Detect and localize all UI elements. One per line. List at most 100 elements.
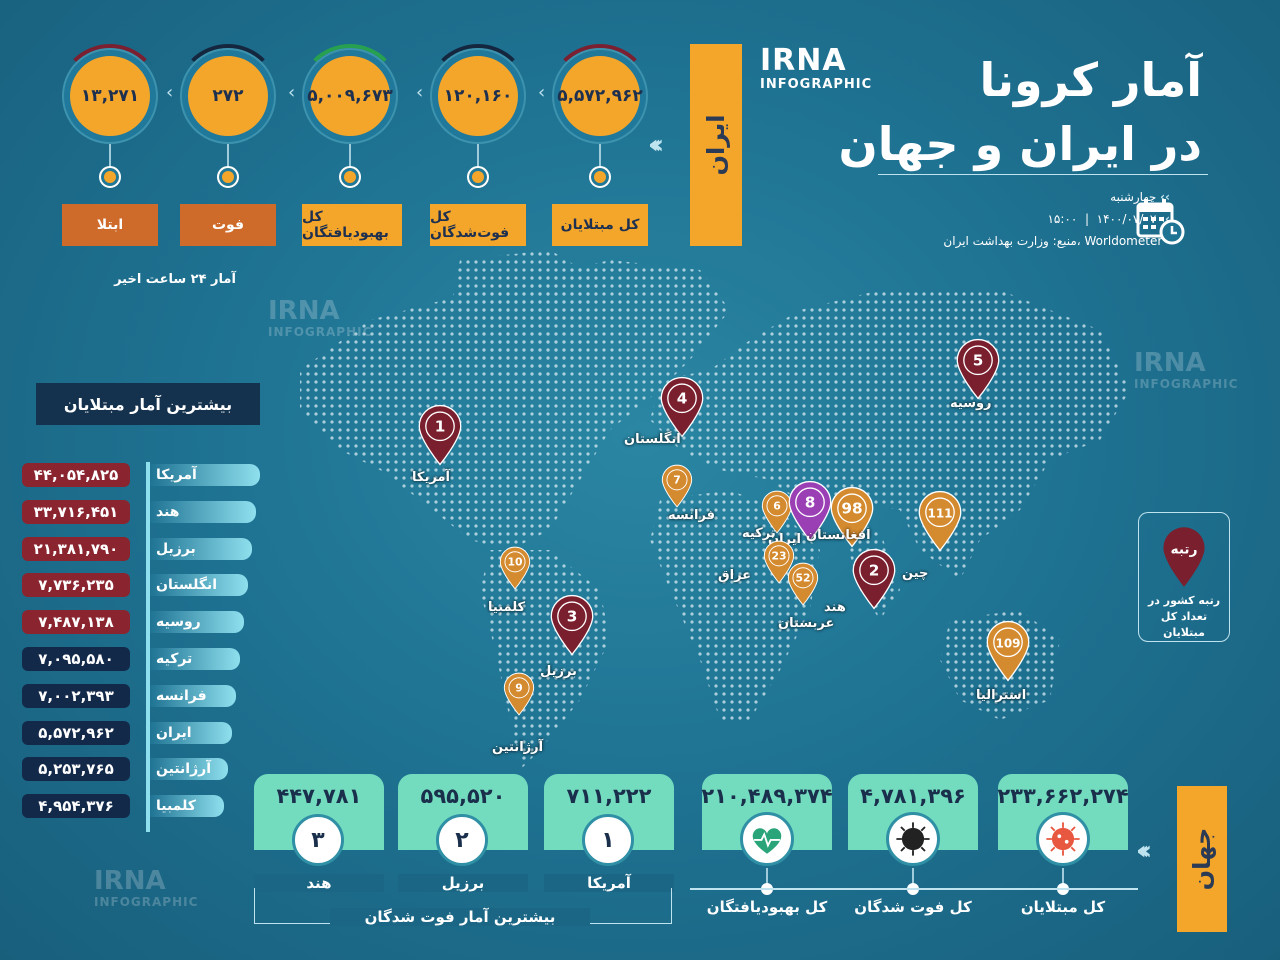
- death-rank-circle: ۲: [436, 814, 488, 866]
- map-pin-icon: 98: [830, 486, 874, 548]
- list-country: هند: [150, 500, 256, 523]
- map-pin-label: عراق: [718, 568, 752, 583]
- heartbeat-icon: [740, 812, 794, 866]
- list-country: روسیه: [150, 611, 244, 634]
- iran-stat-label: ابتلا: [62, 204, 158, 246]
- map-pin-label: عربستان: [778, 616, 835, 631]
- rank-legend: رتبه رتبه کشور در تعداد کل مبتلایان: [1138, 512, 1230, 642]
- iran-stat-label: کل مبتلایان: [552, 204, 648, 246]
- map-pin-icon: 5: [956, 338, 1000, 400]
- death-rank-circle: ۳: [292, 814, 344, 866]
- list-value: ۷,۷۳۶,۲۳۵: [22, 573, 130, 598]
- death-country: هند: [254, 874, 384, 892]
- world-stat-label: کل مبتلایان: [1020, 898, 1106, 916]
- stat-stem: [349, 144, 351, 174]
- map-pin-icon: 111: [918, 490, 962, 552]
- world-stat-label: کل بهبودیافتگان: [706, 898, 828, 916]
- list-country: فرانسه: [150, 684, 236, 707]
- svg-text:8: 8: [805, 494, 816, 512]
- death-rank-circle: ۱: [582, 814, 634, 866]
- title-divider: [878, 174, 1208, 175]
- iran-section-label: ایران: [690, 44, 742, 246]
- iran-note: آمار ۲۴ ساعت اخیر: [114, 272, 236, 287]
- list-value: ۵,۲۵۳,۷۶۵: [22, 757, 130, 782]
- list-divider: [146, 462, 150, 832]
- legend-pin-icon: رتبه: [1163, 527, 1205, 587]
- iran-stat-label: فوت: [180, 204, 276, 246]
- iran-stat-circle: ۱۳,۲۷۱: [64, 50, 156, 142]
- stat-arc: [298, 44, 402, 148]
- list-value: ۵,۵۷۲,۹۶۲: [22, 720, 130, 745]
- map-pin-label: کلمبیا: [488, 600, 526, 615]
- map-pin-label: آمریکا: [412, 470, 450, 485]
- svg-text:7: 7: [673, 474, 681, 487]
- map-pin-icon: 2: [852, 548, 896, 610]
- page-title: آمار کرونا در ایران و جهان: [838, 53, 1202, 171]
- svg-text:2: 2: [869, 562, 880, 580]
- map-pin-icon: 109: [986, 620, 1030, 682]
- map-pin-label: چین: [902, 566, 929, 581]
- death-country: آمریکا: [544, 874, 674, 892]
- stat-stem: [227, 144, 229, 174]
- list-country: ترکیه: [150, 648, 240, 670]
- iran-stat-label: کل بهبودیافتگان: [302, 204, 402, 246]
- svg-text:23: 23: [771, 550, 786, 563]
- map-pin-label: فرانسه: [668, 508, 716, 523]
- list-value: ۲۱,۳۸۱,۷۹۰: [22, 536, 130, 561]
- stat-stem: [912, 868, 914, 888]
- svg-text:3: 3: [567, 608, 578, 626]
- watermark-logo: IRNA INFOGRAPHIC: [268, 296, 373, 339]
- list-value: ۴,۹۵۴,۳۷۶: [22, 794, 130, 819]
- iran-stat-circle: ۵,۰۰۹,۶۷۳: [304, 50, 396, 142]
- legend-desc: رتبه کشور در تعداد کل مبتلایان: [1147, 594, 1221, 639]
- info-source: منبع: وزارت بهداشت ایران، Worldometer ‹‹: [943, 234, 1172, 248]
- map-pin-label: برزیل: [540, 664, 577, 679]
- watermark-logo: IRNA INFOGRAPHIC: [1134, 348, 1239, 391]
- map-pin-label: استرالیا: [976, 688, 1027, 703]
- list-value: ۳۳,۷۱۶,۴۵۱: [22, 499, 130, 524]
- svg-text:1: 1: [435, 418, 446, 436]
- stat-arc: [426, 44, 530, 148]
- iran-stat-circle: ۵,۵۷۲,۹۶۲: [554, 50, 646, 142]
- list-country: آرژانتین: [150, 758, 228, 781]
- map-pin-label: هند: [824, 600, 846, 615]
- list-country: ایران: [150, 721, 232, 744]
- list-value: ۴۴,۰۵۴,۸۲۵: [22, 463, 130, 487]
- map-pin-icon: 1: [418, 404, 462, 466]
- world-bracket-line: [690, 888, 1138, 890]
- stat-stem: [1062, 868, 1064, 888]
- svg-text:9: 9: [515, 682, 523, 695]
- list-country: برزیل: [150, 537, 252, 560]
- top-cases-title: بیشترین آمار مبتلایان: [36, 383, 260, 425]
- death-country: برزیل: [398, 874, 528, 892]
- dark-virus-icon: [886, 812, 940, 866]
- svg-text:رتبه: رتبه: [1171, 542, 1198, 558]
- watermark-logo: IRNA INFOGRAPHIC: [94, 866, 199, 909]
- list-country: کلمبیا: [150, 795, 224, 818]
- map-pin-icon: 52: [787, 562, 819, 606]
- svg-text:52: 52: [795, 572, 810, 585]
- stat-dot: [339, 166, 361, 188]
- iran-stat-circle: ۲۷۲: [182, 50, 274, 142]
- list-value: ۷,۴۸۷,۱۳۸: [22, 610, 130, 635]
- map-pin-label: انگلستان: [624, 432, 681, 447]
- map-pin-label: افغانستان: [806, 528, 871, 543]
- svg-text:6: 6: [773, 500, 781, 513]
- chevrons-decoration: ‹‹‹: [1136, 836, 1152, 866]
- list-country: انگلستان: [150, 574, 248, 597]
- map-pin-icon: 8: [788, 480, 832, 542]
- stat-dot: [589, 166, 611, 188]
- svg-text:111: 111: [927, 507, 952, 521]
- svg-text:5: 5: [973, 352, 984, 370]
- map-pin-icon: 7: [661, 464, 693, 508]
- info-datetime: ۱۵:۰۰ | ۱۴۰۰/۰۷/۰۷ ‹‹: [1047, 212, 1172, 226]
- map-pin-icon: 3: [550, 594, 594, 656]
- svg-text:10: 10: [507, 556, 522, 569]
- stat-stem: [599, 144, 601, 174]
- chevron-icon: ‹: [288, 82, 296, 103]
- map-pin-icon: 6: [761, 490, 793, 534]
- map-pin-icon: 10: [499, 546, 531, 590]
- stat-stem: [477, 144, 479, 174]
- stat-arc: [548, 44, 652, 148]
- map-pin-icon: 4: [660, 376, 704, 438]
